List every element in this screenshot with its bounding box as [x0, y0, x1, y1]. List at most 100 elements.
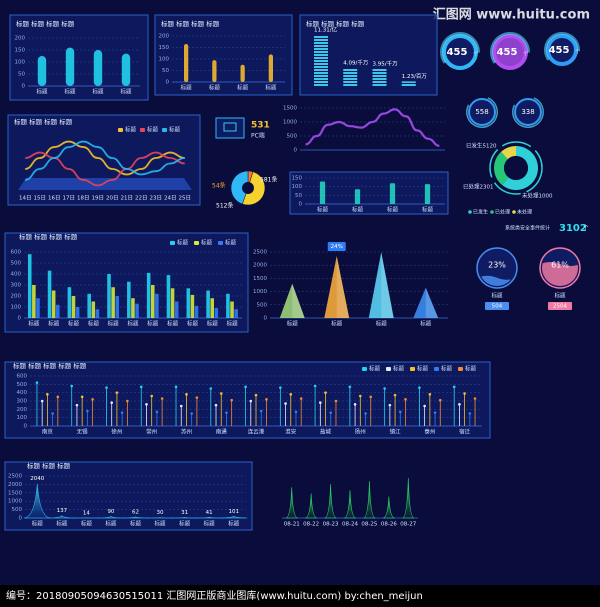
value-label: 31 [181, 510, 188, 516]
donut-slice [494, 151, 509, 186]
donut-slice [501, 146, 516, 160]
x-tick-label: 标题 [207, 320, 219, 328]
y-tick-label: 2000 [8, 482, 22, 488]
footer: 编号：20180905094630515011 汇图网正版商业图库(www.hu… [6, 589, 423, 602]
value-label: 已发生5120 [466, 142, 497, 150]
y-tick-label: 0 [264, 316, 268, 322]
bar [111, 287, 115, 318]
dot [299, 397, 303, 400]
bar [135, 303, 139, 318]
peak [23, 483, 51, 519]
x-tick-label: 常州 [146, 428, 157, 436]
pie-slice [230, 170, 249, 205]
y-tick-label: 2500 [253, 250, 267, 256]
peak [146, 517, 174, 519]
x-tick-label: 08-22 [303, 522, 319, 528]
gauge-arc [440, 32, 481, 64]
y-tick-label: 0 [22, 84, 26, 90]
x-tick-label: 镇江 [390, 428, 402, 436]
annotation-badge [327, 241, 346, 251]
bar [389, 183, 396, 204]
legend-swatch [140, 128, 145, 132]
legend-dot [490, 210, 494, 214]
dot [348, 385, 352, 389]
peak [324, 484, 337, 519]
value-label: 62 [132, 509, 139, 515]
dot [423, 404, 426, 408]
legend-label: 标题 [369, 365, 381, 373]
y-tick-label: 1500 [283, 106, 297, 112]
dot [463, 392, 466, 395]
dot [219, 392, 223, 395]
dot [105, 386, 108, 389]
bar [95, 309, 100, 318]
y-tick-label: 1500 [8, 490, 22, 496]
gauge-value: 455 [549, 45, 570, 56]
dot [56, 395, 60, 399]
x-tick-label: 标题 [120, 88, 132, 96]
dot [225, 411, 228, 414]
legend-swatch [162, 128, 167, 132]
dot [91, 398, 94, 401]
y-tick-label: 100 [11, 305, 22, 311]
x-tick-label: 标题 [317, 206, 329, 214]
watermark: 汇图网 www.huitu.com [433, 8, 590, 23]
x-tick-label: 连云港 [248, 428, 265, 436]
bar [131, 298, 135, 318]
value-label: 30 [157, 510, 164, 516]
dot [46, 393, 49, 396]
dot [51, 412, 54, 415]
alarm-unit: 个 [583, 225, 589, 232]
ring-value: 338 [521, 108, 534, 116]
value-label: 54条 [212, 182, 226, 190]
bar [87, 293, 91, 318]
bar [75, 307, 80, 318]
bar [36, 298, 40, 318]
value-label: 已处理2301 [463, 183, 494, 191]
bar [234, 309, 238, 318]
bar [146, 272, 151, 318]
dot [70, 384, 74, 388]
bar [67, 287, 72, 318]
x-tick-label: 23日 [150, 195, 163, 202]
y-tick-label: 0 [19, 516, 23, 522]
legend-label: 已发生 [473, 209, 488, 216]
y-tick-label: 200 [159, 34, 170, 40]
bar [121, 53, 131, 86]
y-tick-label: 2500 [8, 474, 22, 480]
peak [48, 515, 76, 519]
dot [393, 393, 397, 397]
panel-frame [4, 361, 491, 439]
level-bar [372, 68, 387, 87]
gauge-ring [442, 34, 478, 70]
dot [359, 394, 362, 398]
legend-swatch [434, 367, 439, 371]
x-tick-label: 标题 [81, 520, 93, 528]
x-tick-label: 标题 [48, 320, 60, 328]
x-tick-label: 南通 [216, 428, 228, 436]
dot [398, 410, 402, 414]
legend-label: 未处理 [517, 209, 532, 216]
legend-label: 标题 [177, 239, 189, 247]
footer-band [0, 585, 600, 607]
dot [185, 393, 188, 396]
bar [319, 181, 326, 204]
x-tick-label: 标题 [155, 520, 167, 528]
dot [452, 385, 456, 389]
cone [413, 287, 439, 318]
count-value: 2504 [553, 304, 567, 310]
cone-shade [336, 255, 350, 318]
legend-label: 标题 [147, 126, 159, 134]
x-tick-label: 标题 [352, 206, 364, 214]
peak [344, 490, 356, 519]
bar [93, 50, 103, 86]
x-tick-label: 标题 [376, 320, 388, 328]
x-tick-label: 标题 [422, 206, 434, 214]
x-tick-label: 08-25 [361, 522, 377, 528]
dot [353, 403, 357, 406]
legend-swatch [362, 367, 367, 371]
x-tick-label: 标题 [92, 88, 104, 96]
dot [209, 387, 213, 390]
y-tick-label: 500 [287, 134, 298, 140]
